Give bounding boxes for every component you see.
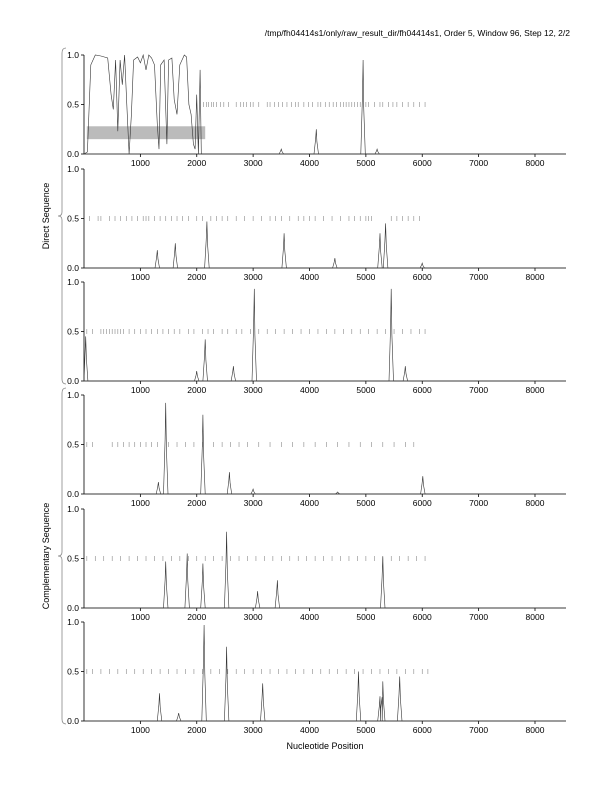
x-tick-label: 4000 [300,612,319,622]
x-tick-label: 5000 [356,498,375,508]
x-tick-label: 5000 [356,725,375,735]
y-tick-label: 0.0 [67,149,79,159]
y-tick-label: 0.5 [67,100,79,110]
score-line [84,625,566,721]
x-tick-label: 8000 [526,158,545,168]
x-tick-label: 7000 [469,385,488,395]
chart-title: /tmp/fh04414s1/only/raw_result_dir/fh044… [265,28,571,38]
panel-direct-frame-1: 0.0 0.5 1.0 1000 2000 3000 4000 5000 6000 7000 800… [67,50,566,168]
y-tick-label: 0.0 [67,376,79,386]
highlight-region [87,126,205,139]
x-tick-label: 3000 [244,725,263,735]
x-tick-label: 1000 [131,158,150,168]
x-tick-label: 2000 [187,158,206,168]
x-tick-label: 3000 [244,158,263,168]
y-tick-label: 0.0 [67,603,79,613]
group-brace [58,388,66,724]
x-tick-label: 1000 [131,498,150,508]
y-tick-label: 0.5 [67,327,79,337]
x-tick-label: 4000 [300,725,319,735]
x-tick-label: 7000 [469,498,488,508]
score-line [83,289,566,381]
y-tick-label: 1.0 [67,164,79,174]
x-axis-label: Nucleotide Position [286,741,363,751]
x-tick-label: 8000 [526,725,545,735]
x-tick-label: 6000 [413,612,432,622]
x-tick-label: 7000 [469,158,488,168]
y-tick-label: 0.0 [67,263,79,273]
group-label: Direct Sequence [41,183,51,250]
x-tick-label: 2000 [187,725,206,735]
group-label: Complementary Sequence [41,503,51,610]
y-tick-label: 0.5 [67,440,79,450]
panel-complementary-frame-2: 0.0 0.5 1.0 1000 2000 3000 4000 5000 6000 7000 800… [67,504,566,622]
x-tick-label: 6000 [413,385,432,395]
x-tick-label: 7000 [469,725,488,735]
panel-direct-frame-2: 0.0 0.5 1.0 1000 2000 3000 4000 5000 6000 7000 800… [67,164,566,282]
x-tick-label: 5000 [356,385,375,395]
y-tick-label: 0.5 [67,214,79,224]
score-line [84,532,566,608]
x-tick-label: 1000 [131,725,150,735]
panel-complementary-frame-3: 0.0 0.5 1.0 1000 2000 3000 4000 5000 6000 7000 800… [67,617,566,735]
x-tick-label: 6000 [413,158,432,168]
x-tick-label: 2000 [187,385,206,395]
x-tick-label: 6000 [413,498,432,508]
x-tick-label: 1000 [131,612,150,622]
x-tick-label: 5000 [356,272,375,282]
x-tick-label: 4000 [300,385,319,395]
x-tick-label: 2000 [187,612,206,622]
y-tick-label: 1.0 [67,504,79,514]
x-tick-label: 3000 [244,385,263,395]
panel-direct-frame-3: 0.0 0.5 1.0 1000 2000 3000 4000 5000 6000 7000 800… [67,277,566,395]
score-line [84,222,566,269]
x-tick-label: 6000 [413,272,432,282]
y-tick-label: 0.5 [67,667,79,677]
x-tick-label: 3000 [244,498,263,508]
y-tick-label: 1.0 [67,390,79,400]
x-tick-label: 1000 [131,385,150,395]
x-tick-label: 5000 [356,612,375,622]
x-tick-label: 8000 [526,498,545,508]
x-tick-label: 8000 [526,385,545,395]
x-tick-label: 2000 [187,498,206,508]
panel-complementary-frame-1: 0.0 0.5 1.0 1000 2000 3000 4000 5000 6000 7000 800… [67,390,566,508]
y-tick-label: 0.0 [67,716,79,726]
x-tick-label: 1000 [131,272,150,282]
x-tick-label: 2000 [187,272,206,282]
y-tick-label: 1.0 [67,617,79,627]
x-tick-label: 5000 [356,158,375,168]
x-tick-label: 4000 [300,498,319,508]
y-tick-label: 1.0 [67,50,79,60]
y-tick-label: 1.0 [67,277,79,287]
x-tick-label: 7000 [469,612,488,622]
y-tick-label: 0.5 [67,554,79,564]
score-line [84,403,566,494]
x-tick-label: 3000 [244,272,263,282]
y-tick-label: 0.0 [67,489,79,499]
x-tick-label: 8000 [526,272,545,282]
x-tick-label: 4000 [300,158,319,168]
x-tick-label: 7000 [469,272,488,282]
group-brace [58,48,66,384]
x-tick-label: 6000 [413,725,432,735]
x-tick-label: 8000 [526,612,545,622]
x-tick-label: 3000 [244,612,263,622]
x-tick-label: 4000 [300,272,319,282]
